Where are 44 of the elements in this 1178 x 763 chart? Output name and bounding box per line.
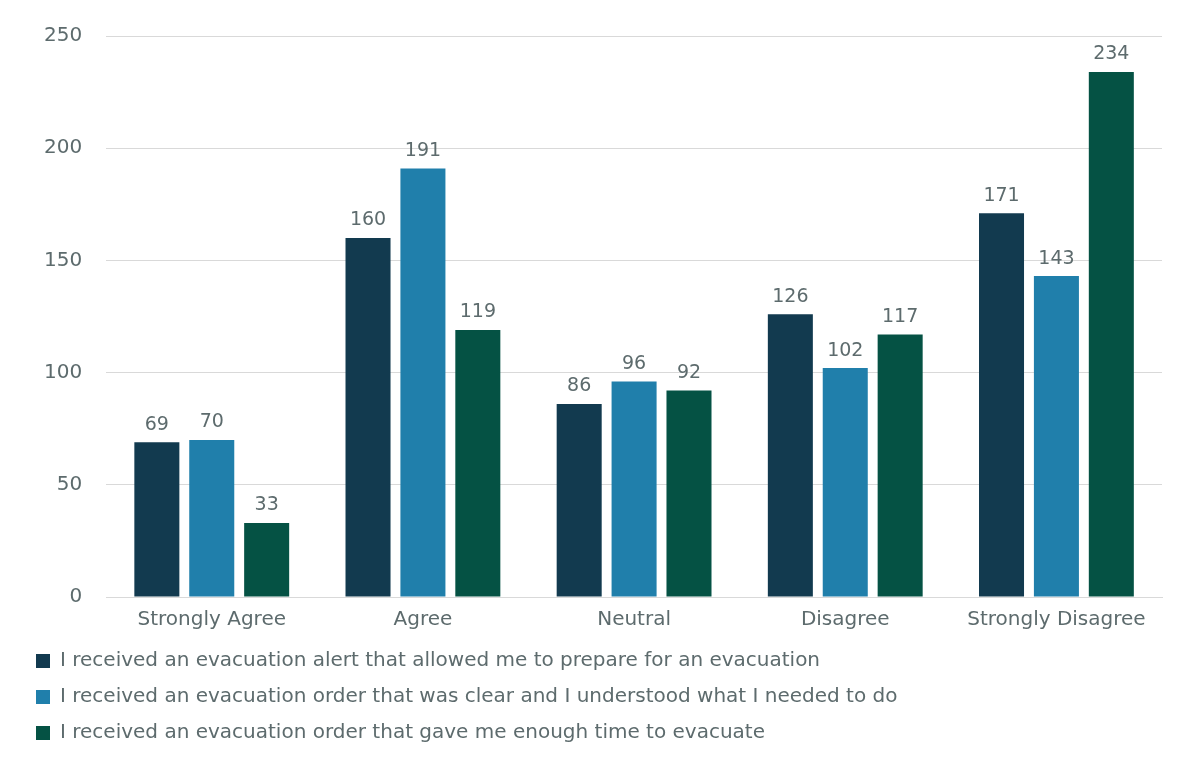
x-tick-label: Strongly Disagree [967,606,1146,631]
data-label: 126 [772,283,809,306]
data-label: 70 [199,409,224,432]
bar [400,168,446,597]
y-tick-label: 100 [43,358,83,383]
bar [877,334,923,597]
bar [1033,276,1079,597]
data-label: 33 [254,492,279,515]
bar [767,314,813,597]
legend-label: I received an evacuation alert that allowed me to prepare for an evacuation [60,647,821,672]
data-label: 102 [827,337,864,360]
bar [1088,71,1134,597]
data-label: 92 [676,359,702,382]
x-tick-label: Agree [393,606,453,631]
y-tick-label: 250 [43,22,83,47]
bar [979,213,1025,597]
bar [345,237,391,597]
bar [822,368,868,597]
data-label: 96 [621,351,647,374]
data-label: 191 [404,137,442,160]
y-tick-label: 0 [69,583,83,608]
data-label: 117 [882,303,919,326]
y-tick-label: 200 [43,134,83,159]
y-tick-label: 50 [56,471,83,495]
data-label: 160 [349,207,387,230]
data-label: 119 [459,299,496,322]
bar [556,404,602,597]
data-label: 143 [1038,245,1075,268]
data-label: 234 [1093,41,1130,64]
data-label: 171 [983,182,1020,205]
bar [134,442,180,597]
data-label: 86 [567,373,592,396]
bar [611,381,657,597]
x-tick-label: Disagree [800,606,890,631]
bar [666,390,712,597]
bar [455,329,501,597]
x-tick-label: Strongly Agree [137,606,286,631]
x-tick-label: Neutral [597,606,671,631]
legend-label: I received an evacuation order that gave me enough time to evacuate [60,719,765,744]
data-label: 69 [144,411,169,434]
bar [244,522,290,597]
legend-label: I received an evacuation order that was clear and I understood what I needed to do [60,683,898,708]
y-tick-label: 150 [43,246,83,271]
bar [189,439,235,597]
